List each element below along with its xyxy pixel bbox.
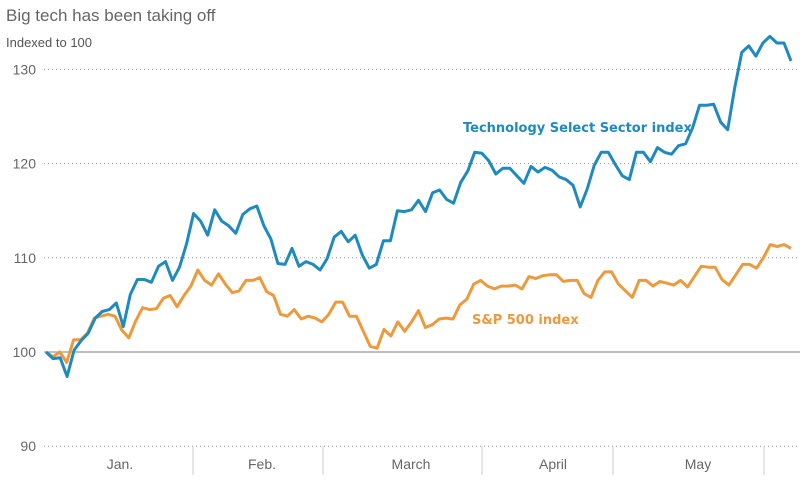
x-tick-label: April [539,456,567,472]
tech-series-label: Technology Select Sector index [463,121,692,136]
y-tick-label: 100 [13,344,37,360]
sp500-series-label: S&P 500 index [472,313,579,328]
x-tick-label: Feb. [248,456,276,472]
x-tick-label: March [392,456,431,472]
y-tick-label: 120 [13,156,37,172]
chart-subtitle: Indexed to 100 [6,35,93,50]
tech-series-line [44,34,793,378]
y-tick-label: 90 [20,438,36,454]
y-tick-label: 110 [14,250,37,266]
x-tick-label: May [685,456,711,472]
y-tick-label: 130 [13,61,37,77]
x-tick-label: Jan. [107,456,133,472]
chart-title: Big tech has been taking off [6,6,216,25]
sp500-series-line [45,243,792,364]
